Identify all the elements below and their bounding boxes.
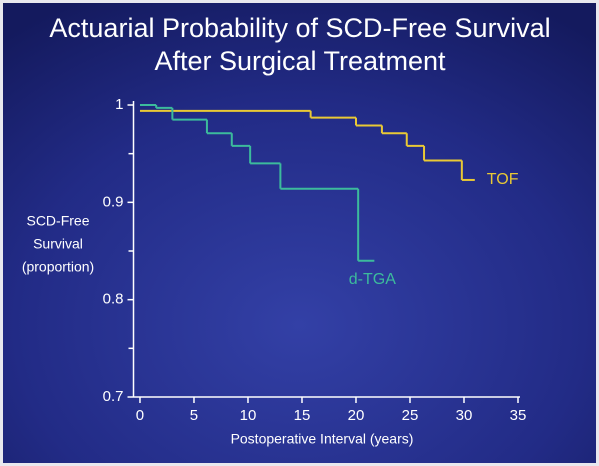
y-axis-label: (proportion): [22, 259, 94, 275]
chart-title: Actuarial Probability of SCD-Free Surviv…: [49, 13, 550, 43]
x-tick-label: 10: [240, 407, 257, 424]
x-tick-label: 20: [348, 407, 365, 424]
y-tick-label: 0.8: [103, 291, 124, 308]
x-tick-label: 30: [456, 407, 473, 424]
y-axis-label: Survival: [33, 236, 83, 252]
background: [3, 3, 596, 463]
x-tick-label: 25: [402, 407, 419, 424]
x-axis-label: Postoperative Interval (years): [231, 431, 414, 447]
x-tick-label: 35: [510, 407, 527, 424]
x-tick-label: 5: [190, 407, 198, 424]
series-label: TOF: [487, 171, 519, 188]
y-tick-label: 0.9: [103, 193, 124, 210]
series-label: d-TGA: [349, 271, 396, 288]
y-axis-label: SCD-Free: [26, 213, 89, 229]
x-tick-label: 0: [136, 407, 144, 424]
x-tick-label: 15: [294, 407, 311, 424]
y-tick-label: 0.7: [103, 388, 124, 405]
chart-title: After Surgical Treatment: [154, 46, 446, 76]
y-tick-label: 1: [115, 96, 123, 113]
